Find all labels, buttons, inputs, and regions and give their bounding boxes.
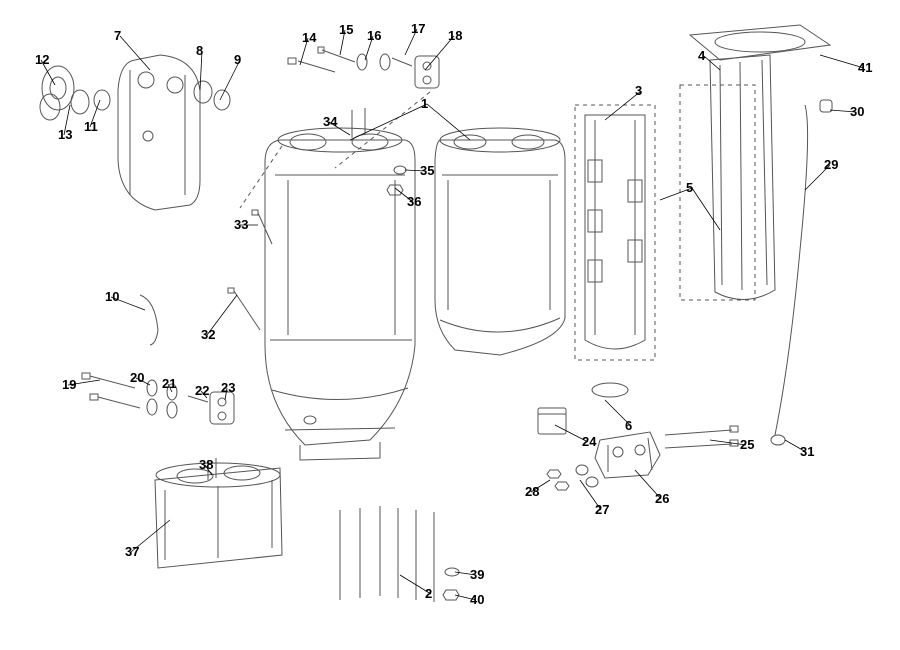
callout-31: 31	[800, 444, 814, 459]
part-9-grommet	[214, 90, 230, 110]
callout-1: 1	[421, 96, 428, 111]
part-10-tube	[140, 295, 158, 345]
callout-21: 21	[162, 376, 176, 391]
callout-40: 40	[470, 592, 484, 607]
callout-41: 41	[858, 60, 872, 75]
part-17-washer	[380, 54, 390, 70]
callout-20: 20	[130, 370, 144, 385]
callout-35: 35	[420, 163, 434, 178]
part-25-bolts	[665, 426, 738, 448]
callout-25: 25	[740, 437, 754, 452]
callout-10: 10	[105, 289, 119, 304]
part-32-bolt	[228, 288, 260, 330]
callout-22: 22	[195, 383, 209, 398]
part-24-block	[538, 408, 566, 434]
part-26-bracket	[595, 432, 660, 478]
part-33-bolt	[252, 210, 272, 244]
callout-38: 38	[199, 457, 213, 472]
callout-24: 24	[582, 434, 596, 449]
callout-33: 33	[234, 217, 248, 232]
callout-23: 23	[221, 380, 235, 395]
callout-8: 8	[196, 43, 203, 58]
callout-13: 13	[58, 127, 72, 142]
part-13-washer	[71, 90, 89, 114]
part-1-housing-right	[435, 128, 565, 355]
callout-36: 36	[407, 194, 421, 209]
callout-34: 34	[323, 114, 337, 129]
callout-29: 29	[824, 157, 838, 172]
callout-15: 15	[339, 22, 353, 37]
part-8-grommet	[194, 81, 212, 103]
callout-17: 17	[411, 21, 425, 36]
callout-9: 9	[234, 52, 241, 67]
callout-3: 3	[635, 83, 642, 98]
callout-2: 2	[425, 586, 432, 601]
callout-26: 26	[655, 491, 669, 506]
callout-7: 7	[114, 28, 121, 43]
part-6-seal	[592, 383, 628, 397]
part-27-washer	[576, 465, 588, 475]
part-7-bracket	[118, 55, 200, 210]
part-28-nuts	[547, 470, 569, 490]
callout-18: 18	[448, 28, 462, 43]
callout-37: 37	[125, 544, 139, 559]
part-31-connector	[771, 435, 785, 445]
part-37-extension	[155, 463, 282, 568]
part-4-top-plate	[690, 25, 830, 60]
part-1-housing-left	[265, 128, 415, 460]
part-19-bolt	[82, 373, 135, 388]
callout-14: 14	[302, 30, 316, 45]
callout-30: 30	[850, 104, 864, 119]
part-18-bracket	[415, 56, 439, 88]
part-5-driveshaft-housing	[710, 55, 775, 300]
part-35-washer	[394, 166, 406, 174]
part-29-tube	[775, 105, 808, 435]
callout-4: 4	[698, 48, 705, 63]
callout-19: 19	[62, 377, 76, 392]
part-20-washer	[147, 380, 157, 396]
callout-27: 27	[595, 502, 609, 517]
callout-11: 11	[84, 119, 98, 134]
callout-6: 6	[625, 418, 632, 433]
callout-5: 5	[686, 180, 693, 195]
part-11-spacer	[94, 90, 110, 110]
part-3-inner-housing	[575, 105, 655, 360]
part-16-washer	[357, 54, 367, 70]
callout-39: 39	[470, 567, 484, 582]
part-23-bracket	[210, 392, 234, 424]
part-14-bolt	[288, 58, 335, 72]
callout-12: 12	[35, 52, 49, 67]
callout-32: 32	[201, 327, 215, 342]
part-15-bolt	[318, 47, 355, 62]
callout-16: 16	[367, 28, 381, 43]
callout-28: 28	[525, 484, 539, 499]
